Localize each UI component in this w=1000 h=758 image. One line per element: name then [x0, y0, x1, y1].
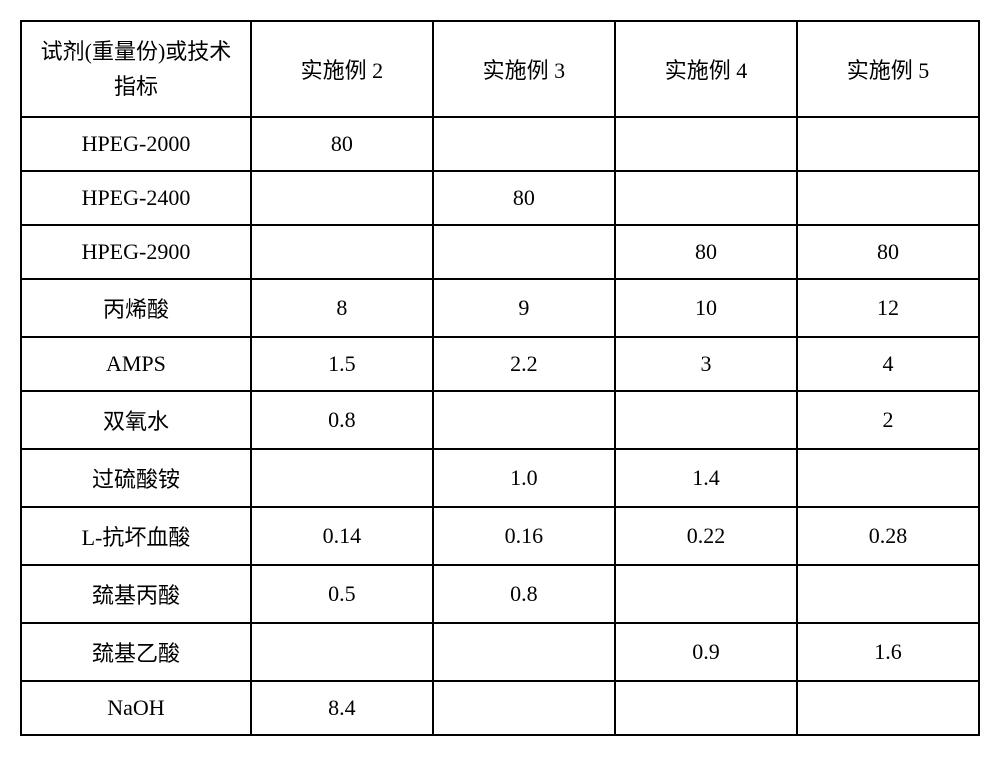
table-row: 双氧水 0.8 2: [21, 391, 979, 449]
column-header-example5: 实施例 5: [797, 21, 979, 117]
row-label: AMPS: [21, 337, 251, 391]
cell: 10: [615, 279, 797, 337]
cell: [433, 117, 615, 171]
column-header-example3: 实施例 3: [433, 21, 615, 117]
cell: 9: [433, 279, 615, 337]
table-row: HPEG-2400 80: [21, 171, 979, 225]
cell: [615, 565, 797, 623]
cell: 0.22: [615, 507, 797, 565]
cell: [615, 681, 797, 735]
row-label: NaOH: [21, 681, 251, 735]
cell: 2.2: [433, 337, 615, 391]
cell: [433, 623, 615, 681]
table-row: NaOH 8.4: [21, 681, 979, 735]
cell: 80: [797, 225, 979, 279]
cell: [251, 449, 433, 507]
table-row: HPEG-2000 80: [21, 117, 979, 171]
row-label: L-抗坏血酸: [21, 507, 251, 565]
cell: [797, 117, 979, 171]
cell: 0.28: [797, 507, 979, 565]
table-body: HPEG-2000 80 HPEG-2400 80 HPEG-2900 80 8…: [21, 117, 979, 735]
cell: 0.8: [433, 565, 615, 623]
cell: [797, 171, 979, 225]
cell: 0.9: [615, 623, 797, 681]
cell: [433, 225, 615, 279]
table-row: 过硫酸铵 1.0 1.4: [21, 449, 979, 507]
column-header-reagent: 试剂(重量份)或技术指标: [21, 21, 251, 117]
table-row: HPEG-2900 80 80: [21, 225, 979, 279]
cell: 8.4: [251, 681, 433, 735]
cell: [797, 449, 979, 507]
row-label: HPEG-2000: [21, 117, 251, 171]
column-header-example2: 实施例 2: [251, 21, 433, 117]
cell: 1.5: [251, 337, 433, 391]
row-label: 巯基丙酸: [21, 565, 251, 623]
cell: [797, 681, 979, 735]
row-label: 丙烯酸: [21, 279, 251, 337]
cell: 80: [433, 171, 615, 225]
cell: 4: [797, 337, 979, 391]
row-label: HPEG-2900: [21, 225, 251, 279]
cell: [797, 565, 979, 623]
table-header-row: 试剂(重量份)或技术指标 实施例 2 实施例 3 实施例 4 实施例 5: [21, 21, 979, 117]
cell: 8: [251, 279, 433, 337]
cell: [615, 391, 797, 449]
data-table: 试剂(重量份)或技术指标 实施例 2 实施例 3 实施例 4 实施例 5 HPE…: [20, 20, 980, 736]
cell: [251, 225, 433, 279]
cell: 1.4: [615, 449, 797, 507]
row-label: 巯基乙酸: [21, 623, 251, 681]
cell: 0.14: [251, 507, 433, 565]
table-row: AMPS 1.5 2.2 3 4: [21, 337, 979, 391]
cell: 0.5: [251, 565, 433, 623]
cell: [615, 171, 797, 225]
cell: 2: [797, 391, 979, 449]
cell: 12: [797, 279, 979, 337]
cell: 0.8: [251, 391, 433, 449]
cell: 0.16: [433, 507, 615, 565]
table-row: 丙烯酸 8 9 10 12: [21, 279, 979, 337]
table-row: 巯基乙酸 0.9 1.6: [21, 623, 979, 681]
cell: 1.0: [433, 449, 615, 507]
column-header-example4: 实施例 4: [615, 21, 797, 117]
cell: [433, 681, 615, 735]
cell: 80: [251, 117, 433, 171]
table-row: L-抗坏血酸 0.14 0.16 0.22 0.28: [21, 507, 979, 565]
row-label: 双氧水: [21, 391, 251, 449]
cell: [251, 623, 433, 681]
cell: 1.6: [797, 623, 979, 681]
row-label: 过硫酸铵: [21, 449, 251, 507]
row-label: HPEG-2400: [21, 171, 251, 225]
table-row: 巯基丙酸 0.5 0.8: [21, 565, 979, 623]
cell: 3: [615, 337, 797, 391]
cell: [433, 391, 615, 449]
cell: 80: [615, 225, 797, 279]
cell: [251, 171, 433, 225]
cell: [615, 117, 797, 171]
